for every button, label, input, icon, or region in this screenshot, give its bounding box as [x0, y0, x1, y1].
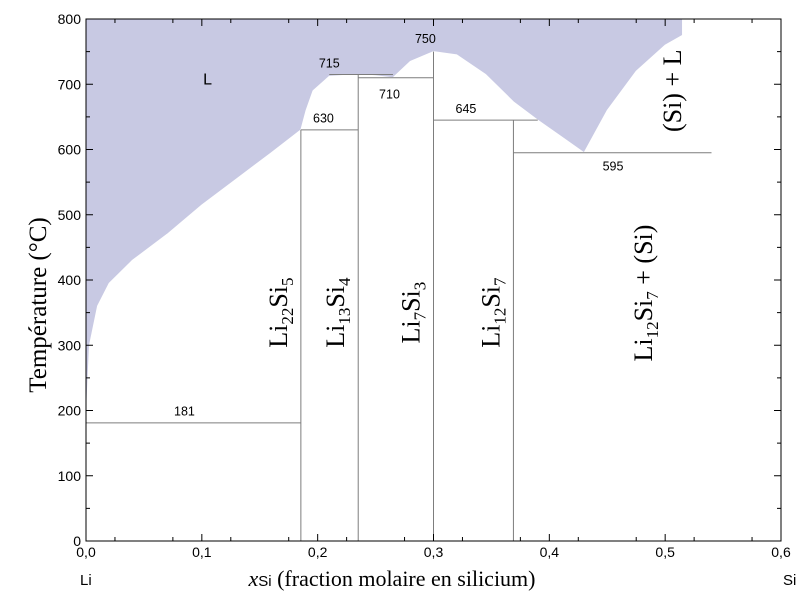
- axis-end-label-right: Si: [783, 572, 796, 589]
- isotherm-label: 645: [456, 102, 477, 116]
- formula-subscript: 12: [490, 308, 509, 325]
- axis-ticks: 0,0 0,1 0,2 0,3 0,4 0,5 0,6 0 100 200 300 400 500 600…: [58, 11, 791, 560]
- x-tick-label: 0,1: [192, 544, 212, 560]
- x-tick-label: 0,5: [655, 544, 675, 560]
- liquid-region-fill: [86, 19, 683, 423]
- formula-part: Si: [476, 286, 505, 308]
- y-tick-label: 600: [58, 142, 82, 158]
- formula-subscript: 7: [643, 291, 662, 300]
- formula-part: Li: [476, 325, 505, 348]
- formula-part: Li: [397, 320, 426, 343]
- formula-part: (Si) + L: [658, 50, 687, 133]
- x-axis-variable: x: [247, 566, 258, 591]
- x-tick-label: 0,2: [308, 544, 328, 560]
- formula-part: Li: [321, 325, 350, 348]
- phase-region-label: Li12Si7 + (Si): [629, 225, 662, 362]
- liquidus-curve: [85, 19, 684, 423]
- phase-boundary-lines: [86, 51, 712, 541]
- isotherm-label: 630: [313, 112, 334, 126]
- y-tick-label: 500: [58, 207, 82, 223]
- formula-part: Si: [629, 300, 658, 322]
- y-tick-label: 200: [58, 403, 82, 419]
- formula-part: Li: [264, 325, 293, 348]
- formula-part: Si: [264, 286, 293, 308]
- formula-subscript: 4: [335, 277, 354, 286]
- compound-label: Li12Si7: [476, 277, 509, 348]
- y-axis-label: Température (°C): [25, 217, 52, 393]
- y-tick-label: 400: [58, 272, 82, 288]
- isotherm-label: 715: [319, 56, 340, 70]
- axis-end-label-left: Li: [80, 572, 92, 589]
- isotherm-label: 710: [379, 88, 400, 102]
- formula-subscript: 12: [643, 321, 662, 338]
- phase-region-label: (Si) + L: [658, 50, 687, 133]
- y-tick-label: 100: [58, 468, 82, 484]
- x-tick-label: 0,6: [771, 544, 791, 560]
- temperature-annotations: 181 630 715 710 645 595 750: [174, 32, 623, 419]
- compound-label: Li7Si3: [397, 282, 430, 344]
- liquid-region-label: L: [203, 71, 212, 88]
- formula-subscript: 7: [490, 277, 509, 286]
- formula-part: Si: [321, 286, 350, 308]
- x-axis-subscript: Si: [258, 573, 271, 590]
- compound-label: Li13Si4: [321, 277, 354, 348]
- formula-part: + (Si): [629, 225, 658, 292]
- formula-subscript: 22: [278, 308, 297, 325]
- peak-temperature-label: 750: [415, 32, 436, 46]
- x-axis-description: (fraction molaire en silicium): [272, 566, 536, 591]
- formula-part: Li: [629, 338, 658, 361]
- formula-subscript: 7: [411, 311, 430, 320]
- formula-part: Si: [397, 290, 426, 312]
- x-axis-label: xSi (fraction molaire en silicium): [247, 566, 535, 591]
- x-tick-label: 0,4: [540, 544, 560, 560]
- y-tick-label: 300: [58, 337, 82, 353]
- y-tick-label: 0: [73, 533, 81, 549]
- isotherm-label: 181: [174, 405, 195, 419]
- y-tick-label: 800: [58, 11, 82, 27]
- isotherm-label: 595: [603, 159, 624, 173]
- x-tick-label: 0,3: [424, 544, 444, 560]
- formula-subscript: 3: [411, 282, 430, 291]
- formula-subscript: 5: [278, 277, 297, 286]
- y-tick-label: 700: [58, 76, 82, 92]
- compound-label: Li22Si5: [264, 277, 297, 347]
- formula-subscript: 13: [335, 308, 354, 325]
- x-tick-label: 0,0: [76, 544, 96, 560]
